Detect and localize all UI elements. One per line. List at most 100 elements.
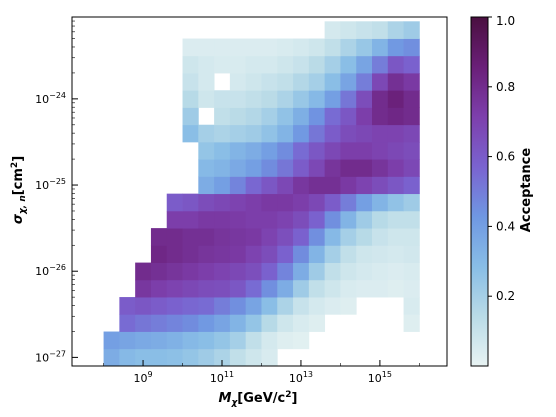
heatmap-cell	[356, 55, 373, 74]
heatmap-cell	[245, 107, 262, 126]
heatmap-cell	[277, 210, 294, 229]
heatmap-cell	[198, 314, 215, 332]
heatmap-cell	[103, 331, 120, 350]
heatmap-cell	[356, 228, 373, 246]
heatmap-cell	[214, 228, 231, 246]
heatmap-cell	[198, 159, 215, 177]
heatmap-cell	[372, 55, 389, 74]
heatmap-cell	[166, 331, 183, 350]
heatmap-cell	[340, 262, 357, 281]
heatmap-cell	[261, 141, 278, 160]
heatmap-cell	[119, 331, 136, 350]
heatmap-cell	[277, 297, 294, 315]
heatmap-cell	[340, 210, 357, 229]
heatmap-cell	[261, 124, 278, 143]
heatmap-cell	[245, 348, 262, 367]
heatmap-cell	[135, 348, 152, 367]
heatmap-cell	[229, 141, 247, 160]
heatmap-cell	[340, 90, 357, 108]
heatmap-cell	[103, 348, 120, 367]
heatmap-cell	[403, 90, 420, 108]
heatmap-cell	[261, 38, 278, 57]
x-tick-label: 109	[134, 370, 153, 385]
heatmap-cell	[403, 193, 420, 212]
heatmap-cell	[229, 348, 247, 367]
heatmap-cell	[182, 348, 199, 367]
heatmap-cell	[261, 348, 278, 367]
x-tick-label: 1011	[210, 370, 234, 385]
heatmap-cell	[245, 297, 262, 315]
heatmap-cell	[214, 38, 231, 57]
heatmap-cell	[198, 262, 215, 281]
heatmap-cell	[387, 279, 404, 298]
heatmap-cell	[356, 262, 373, 281]
heatmap-cell	[261, 262, 278, 281]
heatmap-cell	[277, 279, 294, 298]
heatmap-cell	[372, 159, 389, 177]
heatmap-cell	[277, 73, 294, 91]
heatmap-cell	[372, 124, 389, 143]
colorbar-tick-label: 0.6	[496, 150, 515, 164]
heatmap-cell	[293, 297, 310, 315]
heatmap-cell	[387, 73, 404, 91]
heatmap-cell	[324, 245, 341, 263]
heatmap-cell	[387, 159, 404, 177]
heatmap-cell	[245, 228, 262, 246]
heatmap-cell	[403, 141, 420, 160]
heatmap-cell	[182, 55, 199, 74]
heatmap-cell	[308, 279, 326, 298]
heatmap-cell	[324, 193, 341, 212]
colorbar-tick-label: 1.0	[496, 14, 515, 28]
heatmap-cell	[324, 210, 341, 229]
heatmap-cell	[356, 73, 373, 91]
heatmap-cell	[198, 55, 215, 74]
heatmap-cell	[403, 124, 420, 143]
heatmap-cell	[372, 228, 389, 246]
heatmap-cell	[387, 107, 404, 126]
heatmap-cell	[135, 331, 152, 350]
heatmap-cell	[245, 210, 262, 229]
heatmap-cell	[277, 245, 294, 263]
heatmap-cell	[229, 262, 247, 281]
heatmap-cell	[214, 348, 231, 367]
heatmap-cell	[182, 279, 199, 298]
heatmap-cell	[261, 107, 278, 126]
heatmap-cell	[277, 107, 294, 126]
heatmap-cell	[403, 228, 420, 246]
heatmap-cell	[340, 279, 357, 298]
heatmap-cell	[293, 55, 310, 74]
heatmap-cell	[308, 297, 326, 315]
heatmap-cell	[340, 193, 357, 212]
heatmap-cell	[293, 314, 310, 332]
heatmap-cell	[245, 279, 262, 298]
heatmap-cell	[293, 176, 310, 195]
heatmap-cell	[198, 348, 215, 367]
heatmap-cell	[229, 176, 247, 195]
heatmap-cell	[119, 314, 136, 332]
heatmap-cell	[308, 141, 326, 160]
heatmap-cell	[403, 210, 420, 229]
heatmap-cell	[356, 90, 373, 108]
heatmap-cell	[229, 55, 247, 74]
heatmap-cell	[324, 21, 341, 39]
heatmap-cell	[340, 21, 357, 39]
heatmap-cell	[214, 124, 231, 143]
heatmap-cell	[261, 159, 278, 177]
heatmap-cell	[372, 38, 389, 57]
heatmap-cell	[403, 107, 420, 126]
heatmap-cell	[277, 141, 294, 160]
heatmap-cell	[372, 21, 389, 39]
heatmap-cell	[340, 159, 357, 177]
heatmap-cell	[229, 314, 247, 332]
heatmap-cell	[245, 159, 262, 177]
heatmap-cell	[293, 228, 310, 246]
heatmap-cell	[277, 159, 294, 177]
heatmap-cell	[387, 176, 404, 195]
heatmap-cell	[372, 176, 389, 195]
heatmap-cell	[340, 297, 357, 315]
heatmap-cell	[166, 228, 183, 246]
heatmap-cell	[308, 314, 326, 332]
heatmap-cell	[214, 297, 231, 315]
plot-frame	[71, 16, 448, 367]
